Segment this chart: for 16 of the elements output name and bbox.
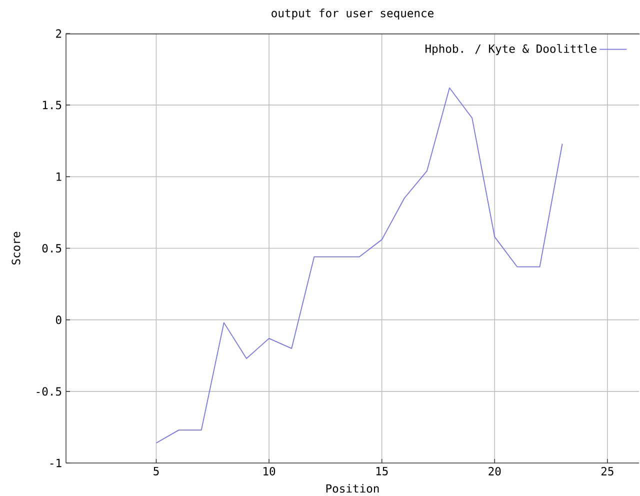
x-tick-label: 20 <box>488 466 501 476</box>
chart-title: output for user sequence <box>272 8 434 20</box>
y-tick-label: 1.5 <box>42 100 62 110</box>
y-tick-label: 2 <box>56 29 62 38</box>
x-tick-label: 15 <box>376 466 388 476</box>
y-tick-label: -0.5 <box>36 387 62 396</box>
y-tick-label: 0 <box>56 316 62 324</box>
y-axis-title: Score <box>12 232 20 264</box>
y-tick-label: -1 <box>50 458 62 468</box>
x-tick-label: 10 <box>264 466 276 476</box>
x-axis-title: Position <box>326 484 379 493</box>
y-tick-label: 1 <box>56 172 62 181</box>
legend-label: Hphob. / Kyte & Doolittle <box>426 44 596 56</box>
x-tick-label: 5 <box>154 466 159 476</box>
y-tick-label: 0.5 <box>42 244 62 253</box>
x-tick-label: 25 <box>601 466 614 476</box>
